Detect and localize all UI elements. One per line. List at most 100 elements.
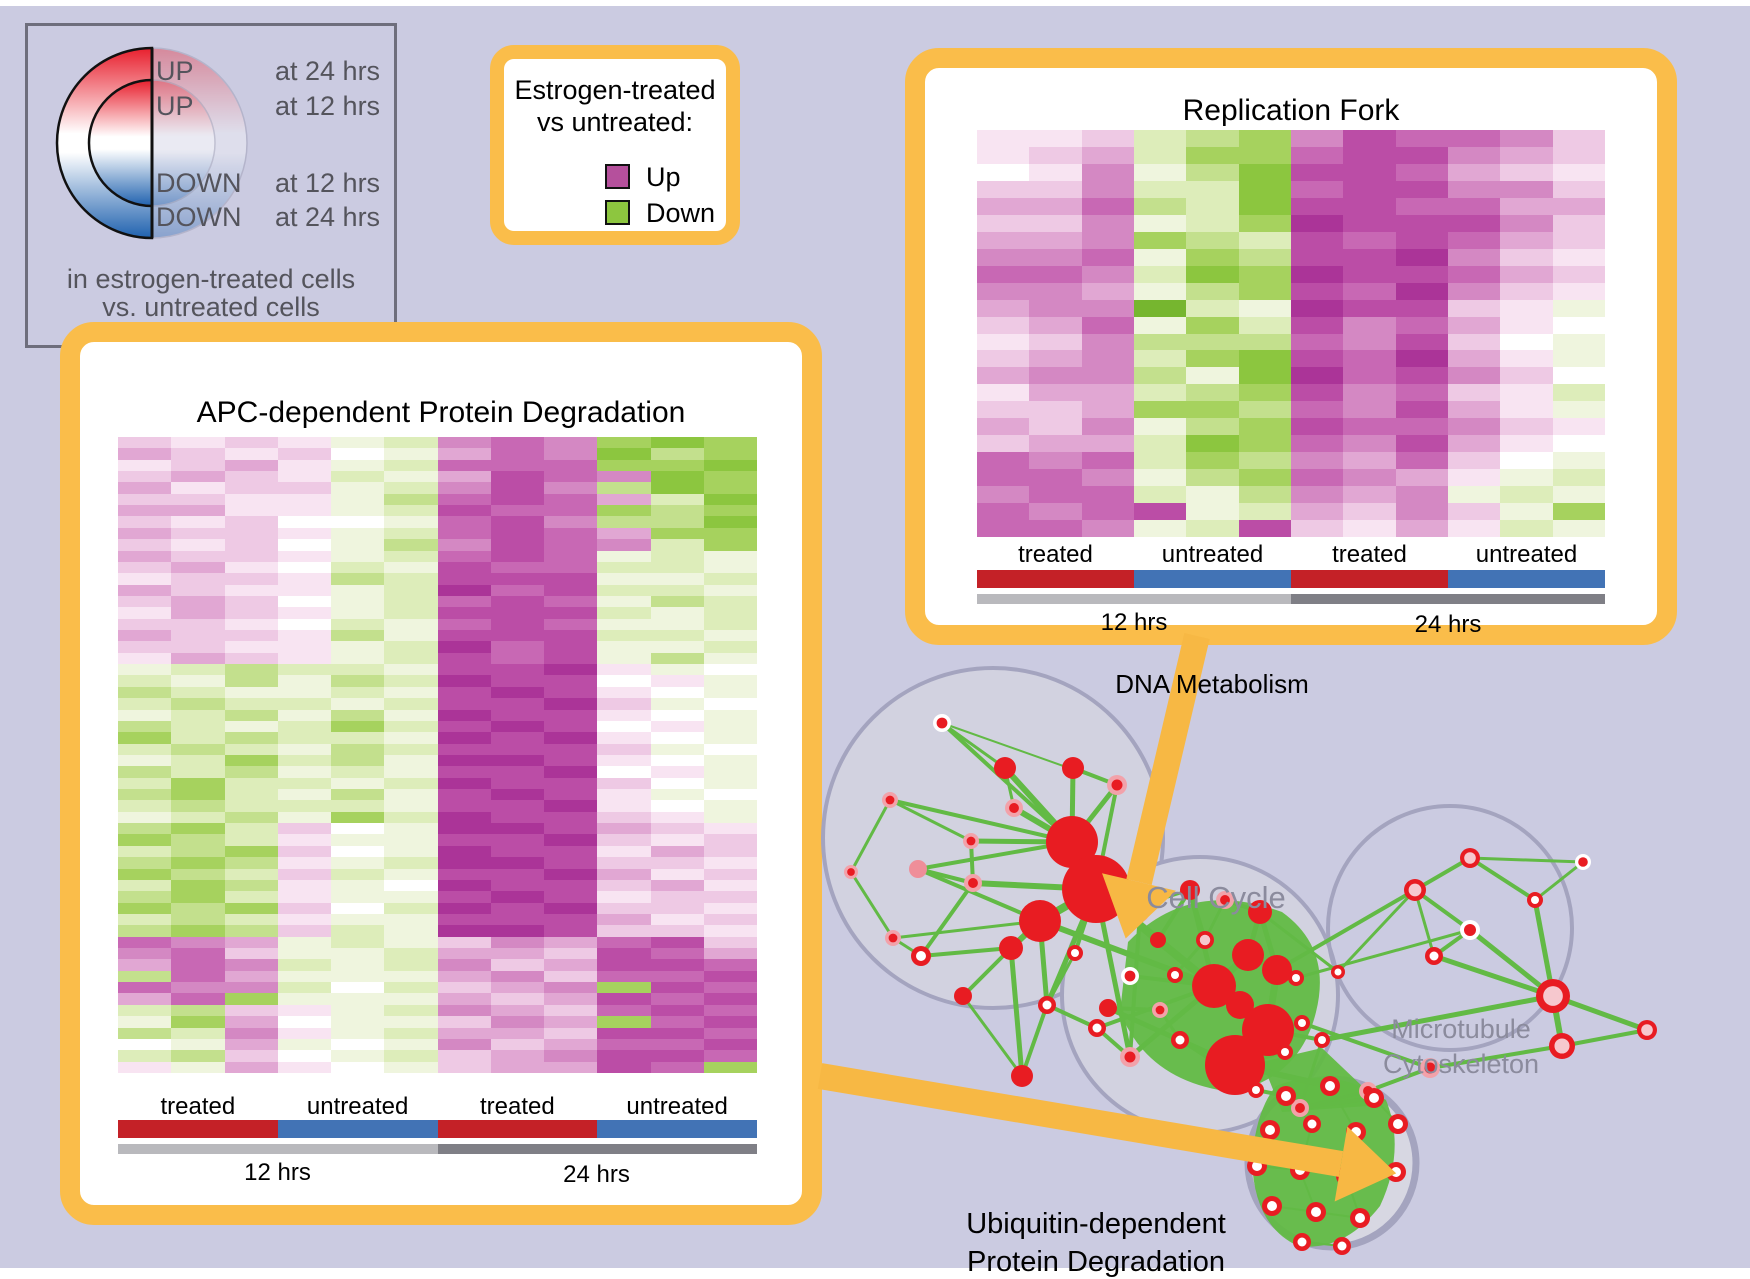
gene-node <box>1124 970 1136 982</box>
group-label-untreated: untreated <box>306 1093 409 1120</box>
gene-node <box>994 757 1016 779</box>
apc-time-bar <box>118 1144 757 1154</box>
network-edge <box>889 798 972 843</box>
down-label: Down <box>646 198 716 228</box>
gene-node <box>954 987 972 1005</box>
gene-node <box>1155 1005 1165 1015</box>
cluster-label-microtubule: Microtubule Cytoskeleton <box>1336 1012 1586 1082</box>
replication-panel-title: Replication Fork <box>1182 94 1400 127</box>
group-label-untreated: untreated <box>1475 541 1578 568</box>
group-label-untreated: untreated <box>1161 541 1264 568</box>
gene-node <box>966 836 976 846</box>
apc-panel-title: APC-dependent Protein Degradation <box>196 396 686 429</box>
gene-node <box>1248 900 1272 924</box>
replication-heatmap-panel: Replication Fork treated untreated treat… <box>905 48 1677 645</box>
annotation-arrow-shaft <box>1126 633 1210 885</box>
gene-node <box>1099 999 1117 1017</box>
network-edge <box>1301 1021 1431 1070</box>
gene-node <box>1369 1093 1379 1103</box>
gene-node <box>1641 1024 1653 1036</box>
gene-node <box>1281 1091 1291 1101</box>
gene-node <box>1267 1201 1277 1211</box>
gene-node <box>1252 1086 1260 1094</box>
gene-node <box>1325 1081 1335 1091</box>
network-edge <box>941 722 1118 786</box>
network-edge <box>1413 889 1436 957</box>
gene-node <box>1042 1000 1052 1010</box>
gene-node <box>1262 955 1292 985</box>
cluster-circle-microtubule <box>1326 804 1574 1052</box>
network-edge <box>1299 1089 1369 1110</box>
annotation-arrow-head <box>1102 873 1176 939</box>
gene-node <box>1408 883 1422 897</box>
gene-node <box>1307 1119 1317 1129</box>
top-margin <box>0 0 1750 6</box>
gene-node <box>1252 1161 1262 1171</box>
apc-group-labels: treated untreated treated untreated <box>118 1094 757 1120</box>
up-label: Up <box>646 162 681 192</box>
time-label-24hrs: 24 hrs <box>563 1161 630 1188</box>
updown-row-label: UP <box>156 56 194 86</box>
gene-node <box>1429 951 1439 961</box>
gene-node <box>1337 1241 1347 1251</box>
network-edge <box>919 881 975 958</box>
time-label-12hrs: 12 hrs <box>1100 609 1168 636</box>
microtubule-line2: Cytoskeleton <box>1382 1049 1540 1079</box>
network-edge <box>1433 953 1554 999</box>
updown-legend-box: Estrogen-treated vs untreated: Up Down <box>490 45 740 245</box>
updown-legend-title: Estrogen-treated <box>514 75 716 105</box>
gene-node <box>1062 757 1084 779</box>
time-label-24hrs: 24 hrs <box>1414 611 1482 638</box>
network-edge <box>917 867 1041 923</box>
gene-node <box>1578 857 1588 867</box>
gene-node <box>1543 986 1563 1006</box>
updown-row-time: at 12 hrs <box>275 168 381 198</box>
gene-node <box>1292 974 1300 982</box>
gene-node <box>1298 1019 1306 1027</box>
gene-node <box>1318 1036 1326 1044</box>
group-label-treated: treated <box>1018 541 1093 568</box>
updown-row-label: UP <box>156 91 194 121</box>
updown-row-time: at 24 hrs <box>275 202 381 232</box>
cluster-label-dna-metabolism: DNA Metabolism <box>1115 669 1309 699</box>
network-edge <box>1336 888 1417 974</box>
gene-node <box>1011 1065 1033 1087</box>
network-edge <box>1469 856 1584 864</box>
apc-heatmap <box>118 437 757 1073</box>
gene-node <box>909 860 927 878</box>
network-edge <box>1468 856 1537 902</box>
network-edge <box>1468 928 1555 998</box>
network-edge <box>1038 918 1216 989</box>
gene-node <box>1019 900 1061 942</box>
network-edge <box>1259 910 1339 974</box>
gene-node <box>1199 934 1211 946</box>
gene-node <box>999 936 1023 960</box>
network-edge <box>1534 860 1584 902</box>
gene-node <box>1062 855 1130 923</box>
network-edge <box>889 798 1073 844</box>
inner-circle-right-half <box>151 79 216 207</box>
apc-treatment-bar <box>118 1120 757 1138</box>
replication-time-bar <box>977 594 1605 604</box>
gene-node <box>1464 852 1476 864</box>
network-edge <box>1561 1028 1648 1048</box>
network-edge <box>961 995 1024 1077</box>
gene-node <box>1226 991 1254 1019</box>
network-edge <box>1295 928 1471 980</box>
network-edge <box>1045 952 1077 1006</box>
updown-row-time: at 24 hrs <box>275 56 381 86</box>
network-edge <box>1046 1003 1098 1030</box>
gene-node <box>1334 968 1342 976</box>
updown-row-label: DOWN <box>156 202 242 232</box>
gene-node <box>1355 1213 1365 1223</box>
network-edge <box>1321 993 1554 1043</box>
gene-node <box>968 878 978 888</box>
network-edge <box>917 840 1073 871</box>
gene-node <box>1046 816 1098 868</box>
circle-legend-caption: in estrogen-treated cells <box>66 264 356 294</box>
gene-node <box>885 795 895 805</box>
gene-node <box>1265 1125 1275 1135</box>
gene-node <box>1071 949 1079 957</box>
